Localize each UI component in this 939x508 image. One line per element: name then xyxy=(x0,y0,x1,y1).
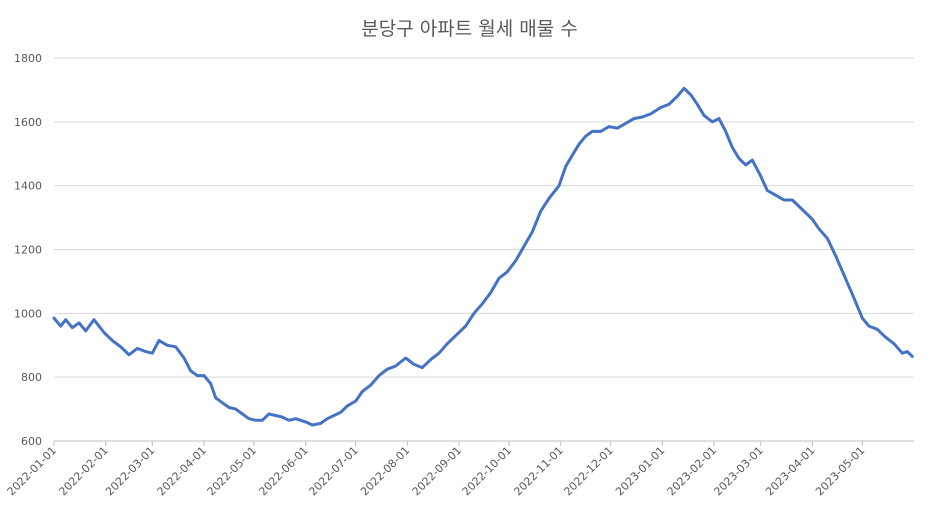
x-tick-label: 2022-10-01 xyxy=(460,444,514,498)
x-tick-label: 2022-08-01 xyxy=(358,444,412,498)
x-tick-label: 2022-05-01 xyxy=(205,444,259,498)
x-tick-label: 2022-04-01 xyxy=(155,444,209,498)
x-tick-label: 2023-05-01 xyxy=(813,444,867,498)
chart-title: 분당구 아파트 월세 매물 수 xyxy=(361,18,578,40)
x-tick-label: 2023-01-01 xyxy=(613,444,667,498)
x-tick-label: 2022-09-01 xyxy=(410,444,464,498)
y-tick-label: 1000 xyxy=(14,307,42,320)
x-tick-label: 2023-02-01 xyxy=(665,444,719,498)
y-tick-label: 800 xyxy=(21,371,42,384)
x-tick-label: 2023-03-01 xyxy=(711,444,765,498)
x-tick-label: 2022-03-01 xyxy=(103,444,157,498)
y-tick-label: 600 xyxy=(21,435,42,448)
series-line xyxy=(52,86,914,427)
x-tick-label: 2022-12-01 xyxy=(561,444,615,498)
y-tick-label: 1200 xyxy=(14,244,42,257)
x-tick-label: 2022-07-01 xyxy=(306,444,360,498)
y-tick-label: 1800 xyxy=(14,52,42,65)
x-tick-label: 2022-11-01 xyxy=(511,444,565,498)
y-tick-label: 1400 xyxy=(14,180,42,193)
x-tick-label: 2022-01-01 xyxy=(5,444,59,498)
y-tick-label: 1600 xyxy=(14,116,42,129)
x-tick-label: 2023-04-01 xyxy=(763,444,817,498)
x-tick-label: 2022-06-01 xyxy=(256,444,310,498)
x-tick-label: 2022-02-01 xyxy=(56,444,110,498)
